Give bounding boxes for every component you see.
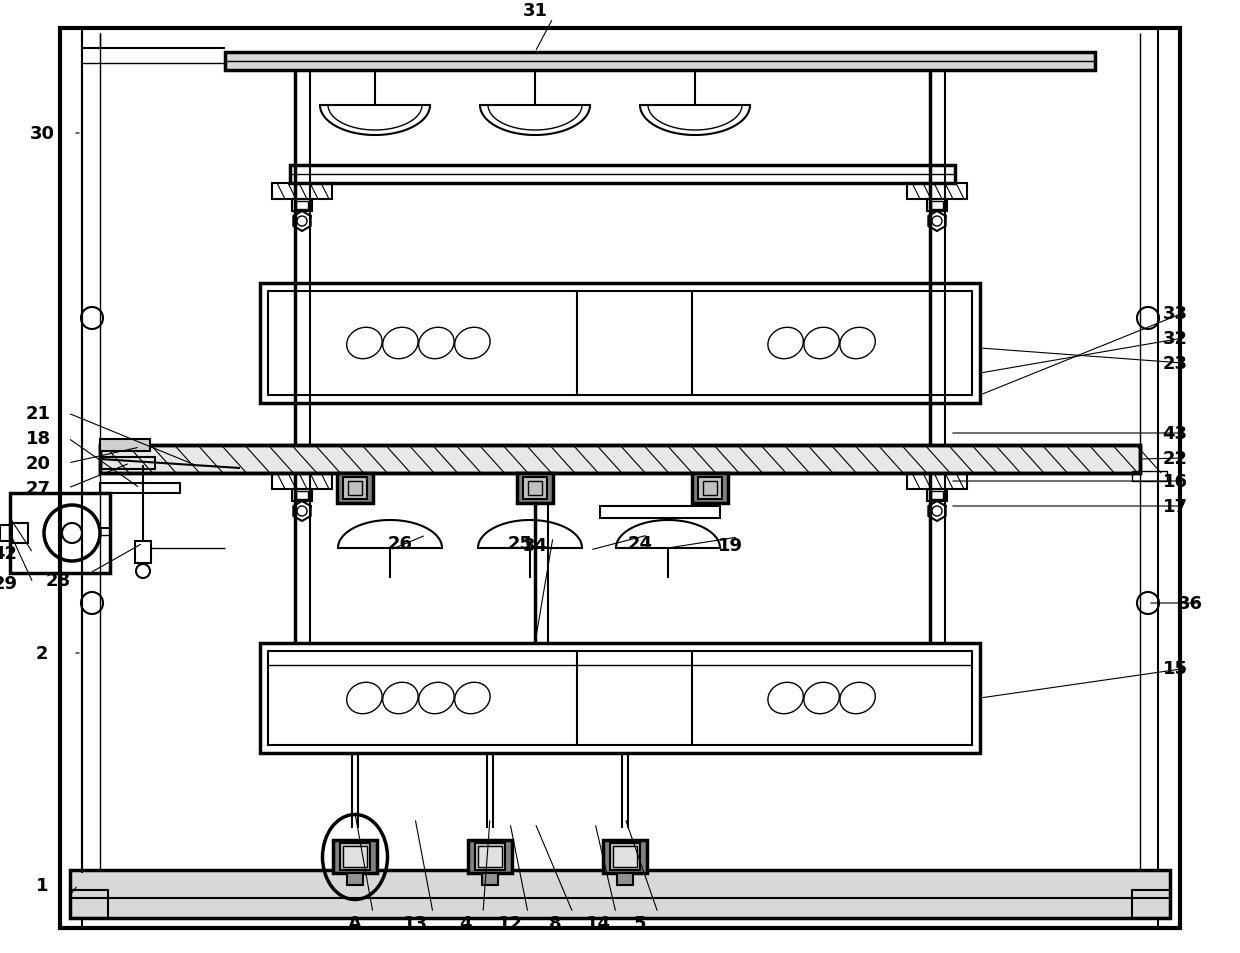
Text: 19: 19: [718, 537, 743, 555]
Text: A: A: [348, 914, 362, 932]
Bar: [343, 477, 367, 499]
Bar: [260, 643, 980, 753]
Text: 16: 16: [1163, 473, 1188, 491]
Text: 36: 36: [1178, 595, 1203, 613]
Bar: [698, 477, 722, 499]
Bar: [100, 457, 155, 470]
Text: 26: 26: [388, 535, 413, 553]
Bar: [100, 446, 1140, 474]
Bar: [272, 474, 332, 490]
Bar: [528, 481, 542, 496]
Bar: [482, 873, 498, 885]
Text: 32: 32: [1163, 330, 1188, 348]
Bar: [477, 846, 502, 867]
Bar: [467, 841, 512, 873]
Bar: [931, 492, 942, 499]
Text: 17: 17: [1163, 497, 1188, 516]
Text: 13: 13: [403, 914, 428, 932]
Bar: [523, 477, 547, 499]
Text: 30: 30: [30, 125, 55, 143]
Text: 42: 42: [0, 544, 17, 562]
Bar: [337, 474, 373, 503]
Bar: [224, 53, 1095, 71]
Bar: [928, 200, 947, 212]
Text: 29: 29: [0, 575, 17, 593]
Bar: [296, 492, 308, 499]
Text: 43: 43: [1163, 424, 1188, 442]
Text: 25: 25: [507, 535, 532, 553]
Text: 8: 8: [548, 914, 562, 932]
Bar: [475, 843, 505, 870]
Text: 2: 2: [36, 644, 48, 662]
Bar: [268, 651, 972, 745]
Text: 20: 20: [26, 455, 51, 473]
Bar: [603, 841, 647, 873]
Text: 1: 1: [36, 876, 48, 894]
Bar: [517, 474, 553, 503]
Text: 15: 15: [1163, 659, 1188, 678]
Bar: [600, 506, 720, 518]
Bar: [906, 474, 967, 490]
Bar: [0, 525, 12, 541]
Text: 4: 4: [459, 914, 471, 932]
Text: 21: 21: [26, 405, 51, 422]
Bar: [135, 541, 151, 563]
Bar: [1132, 472, 1167, 481]
Bar: [343, 846, 367, 867]
Bar: [906, 184, 967, 200]
Bar: [69, 870, 1171, 918]
Bar: [291, 200, 312, 212]
Bar: [703, 481, 717, 496]
Text: 5: 5: [634, 914, 646, 932]
Bar: [100, 446, 1140, 474]
Text: 28: 28: [46, 572, 71, 589]
Text: 23: 23: [1163, 355, 1188, 373]
Bar: [291, 490, 312, 501]
Bar: [610, 843, 640, 870]
Bar: [10, 523, 29, 543]
Bar: [290, 166, 955, 184]
Bar: [1132, 890, 1171, 918]
Bar: [618, 873, 632, 885]
Text: 18: 18: [26, 430, 51, 448]
Bar: [296, 202, 308, 210]
Text: 14: 14: [585, 914, 610, 932]
Bar: [692, 474, 728, 503]
Bar: [268, 292, 972, 395]
Text: 22: 22: [1163, 450, 1188, 468]
Bar: [613, 846, 637, 867]
Bar: [10, 494, 110, 574]
Bar: [931, 202, 942, 210]
Bar: [260, 284, 980, 403]
Text: 34: 34: [522, 537, 548, 555]
Bar: [69, 890, 108, 918]
Bar: [348, 481, 362, 496]
Bar: [334, 841, 377, 873]
Text: 12: 12: [497, 914, 522, 932]
Bar: [100, 439, 150, 452]
Bar: [928, 490, 947, 501]
Bar: [347, 873, 363, 885]
Text: 24: 24: [627, 535, 652, 553]
Bar: [100, 483, 180, 494]
Text: 31: 31: [522, 2, 548, 20]
Text: 27: 27: [26, 479, 51, 497]
Bar: [272, 184, 332, 200]
Text: 33: 33: [1163, 305, 1188, 323]
Bar: [340, 843, 370, 870]
